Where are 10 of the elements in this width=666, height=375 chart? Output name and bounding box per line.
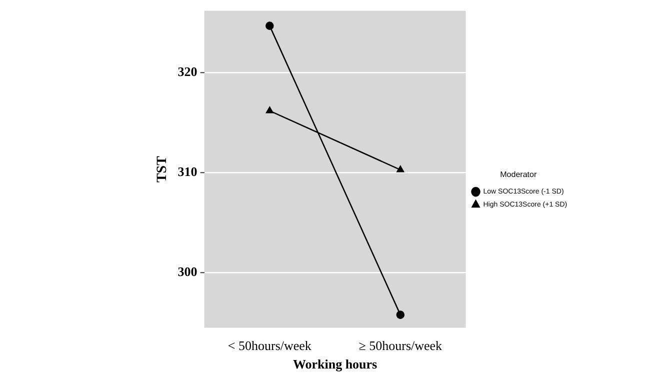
x-axis-title: Working hours xyxy=(292,356,378,372)
x-tick-label: ≥ 50hours/week xyxy=(358,338,443,354)
y-axis-title: TST xyxy=(155,155,170,183)
y-tick-label: 310 xyxy=(178,164,198,180)
legend-title: Moderator xyxy=(500,170,537,179)
point xyxy=(266,22,274,30)
point xyxy=(396,310,405,319)
y-tick-label: 320 xyxy=(178,64,198,80)
x-tick-label: < 50hours/week xyxy=(228,338,312,354)
y-tick-label: 300 xyxy=(178,264,198,280)
